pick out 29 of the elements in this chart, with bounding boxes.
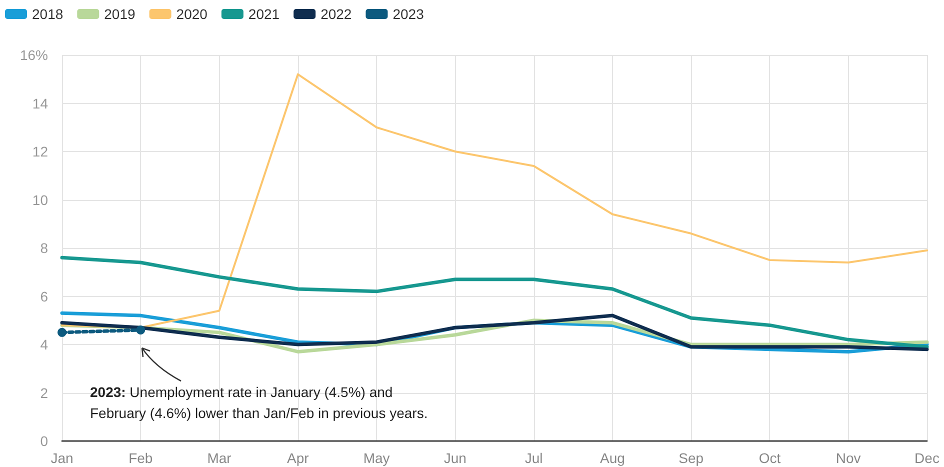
x-tick-label: Sep [678, 450, 704, 466]
x-tick-label: Jul [524, 450, 543, 466]
x-tick-label: Aug [600, 450, 625, 466]
legend-label: 2019 [104, 6, 136, 22]
x-tick-label: Nov [836, 450, 861, 466]
x-tick-label: Feb [128, 450, 153, 466]
y-tick-label: 8 [40, 240, 48, 256]
y-tick-label: 4 [40, 336, 48, 352]
y-tick-label: 16% [20, 47, 48, 63]
x-tick-label: Mar [207, 450, 232, 466]
y-tick-label: 12 [32, 144, 48, 160]
x-tick-label: Oct [758, 450, 781, 466]
x-tick-label: Apr [287, 450, 310, 466]
legend-label: 2023 [392, 6, 424, 22]
legend-label: 2018 [32, 6, 64, 22]
annotation: 2023: Unemployment rate in January (4.5%) and February (4.6%) lower than Jan/Feb in previous years. [90, 384, 428, 421]
y-tick-label: 6 [40, 288, 48, 304]
y-tick-label: 0 [40, 433, 48, 449]
x-tick-label: Jan [50, 450, 74, 466]
y-tick-label: 10 [32, 192, 48, 208]
line-series [60, 256, 929, 349]
x-tick-label: Dec [914, 450, 940, 466]
y-tick-label: 2 [40, 384, 48, 401]
x-tick-label: May [363, 450, 390, 466]
legend-label: 2022 [320, 6, 352, 22]
legend-label: 2021 [248, 6, 280, 22]
y-tick-label: 14 [32, 95, 48, 112]
legend-label: 2020 [176, 6, 208, 22]
x-tick-label: Jun [444, 450, 466, 466]
